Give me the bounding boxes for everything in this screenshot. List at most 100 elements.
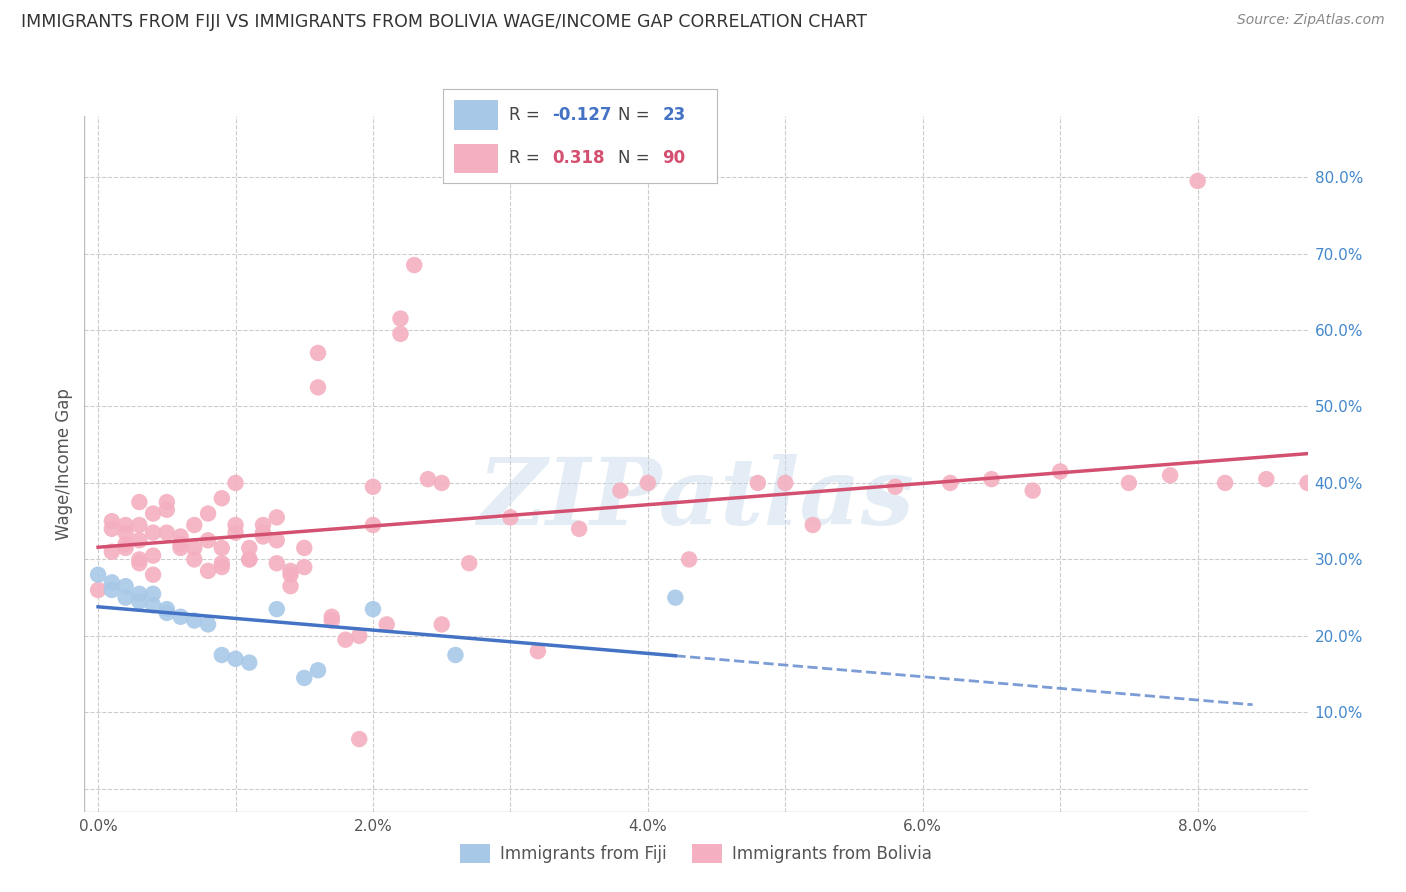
Point xyxy=(389,311,412,326)
Point xyxy=(252,525,274,540)
Point xyxy=(280,564,302,578)
Point xyxy=(169,609,191,624)
Point xyxy=(169,541,191,555)
Point xyxy=(430,475,453,490)
Point xyxy=(430,617,453,632)
Point xyxy=(1187,174,1209,188)
Text: Source: ZipAtlas.com: Source: ZipAtlas.com xyxy=(1237,13,1385,28)
Point xyxy=(128,594,150,608)
Point xyxy=(183,614,205,628)
Point xyxy=(280,567,302,582)
Text: 90: 90 xyxy=(662,149,685,167)
Bar xyxy=(454,144,498,173)
Text: 23: 23 xyxy=(662,106,686,124)
Point xyxy=(87,582,110,597)
Text: N =: N = xyxy=(619,106,655,124)
Point xyxy=(1213,475,1236,490)
Point xyxy=(801,518,824,533)
Point xyxy=(416,472,439,486)
Point xyxy=(1351,472,1374,486)
Point xyxy=(444,648,467,662)
Point xyxy=(101,545,124,559)
Point xyxy=(101,575,124,590)
Point xyxy=(197,564,219,578)
Point xyxy=(101,514,124,528)
Y-axis label: Wage/Income Gap: Wage/Income Gap xyxy=(55,388,73,540)
Text: 0.318: 0.318 xyxy=(553,149,605,167)
Text: IMMIGRANTS FROM FIJI VS IMMIGRANTS FROM BOLIVIA WAGE/INCOME GAP CORRELATION CHAR: IMMIGRANTS FROM FIJI VS IMMIGRANTS FROM … xyxy=(21,13,868,31)
Point xyxy=(1324,475,1347,490)
Point xyxy=(1049,465,1071,479)
Point xyxy=(238,656,260,670)
Point xyxy=(499,510,522,524)
Point xyxy=(939,475,962,490)
Point xyxy=(321,609,343,624)
Point xyxy=(252,518,274,533)
Point xyxy=(307,346,329,360)
Point xyxy=(678,552,700,566)
Point xyxy=(637,475,659,490)
Point xyxy=(211,560,233,574)
Point xyxy=(114,518,136,533)
Point xyxy=(128,556,150,570)
Point xyxy=(361,602,384,616)
Point xyxy=(87,567,110,582)
Point xyxy=(142,587,165,601)
Point xyxy=(211,491,233,506)
Point xyxy=(114,579,136,593)
Point xyxy=(197,533,219,548)
Point xyxy=(349,629,371,643)
Point xyxy=(349,732,371,747)
Point xyxy=(156,495,179,509)
Point xyxy=(266,510,288,524)
Bar xyxy=(454,101,498,130)
Point xyxy=(458,556,481,570)
Point xyxy=(980,472,1002,486)
Point xyxy=(197,507,219,521)
Point xyxy=(266,602,288,616)
Point xyxy=(142,567,165,582)
Point xyxy=(156,602,179,616)
Point xyxy=(361,480,384,494)
Point xyxy=(114,591,136,605)
Point xyxy=(292,541,315,555)
Point xyxy=(1392,475,1406,490)
Text: R =: R = xyxy=(509,149,550,167)
Point xyxy=(884,480,907,494)
Point xyxy=(128,552,150,566)
Point xyxy=(211,541,233,555)
Text: -0.127: -0.127 xyxy=(553,106,612,124)
Point xyxy=(1021,483,1043,498)
Point xyxy=(568,522,591,536)
Point xyxy=(169,529,191,543)
Point xyxy=(128,587,150,601)
Point xyxy=(156,606,179,620)
Point xyxy=(404,258,426,272)
Point xyxy=(307,380,329,394)
Point xyxy=(280,579,302,593)
Point xyxy=(375,617,398,632)
Point xyxy=(183,541,205,555)
Point xyxy=(142,507,165,521)
Point xyxy=(335,632,357,647)
Point xyxy=(307,663,329,677)
Point xyxy=(225,475,247,490)
Point xyxy=(238,541,260,555)
Point xyxy=(266,533,288,548)
Point xyxy=(169,537,191,551)
Point xyxy=(775,475,797,490)
Point xyxy=(238,552,260,566)
Point xyxy=(114,537,136,551)
Point xyxy=(1296,475,1319,490)
Point xyxy=(252,529,274,543)
Point xyxy=(183,518,205,533)
Point xyxy=(128,533,150,548)
Point xyxy=(1159,468,1181,483)
Point xyxy=(142,599,165,613)
Point xyxy=(609,483,631,498)
Point xyxy=(225,652,247,666)
Point xyxy=(747,475,769,490)
Point xyxy=(321,614,343,628)
Point xyxy=(389,326,412,341)
Point xyxy=(197,617,219,632)
